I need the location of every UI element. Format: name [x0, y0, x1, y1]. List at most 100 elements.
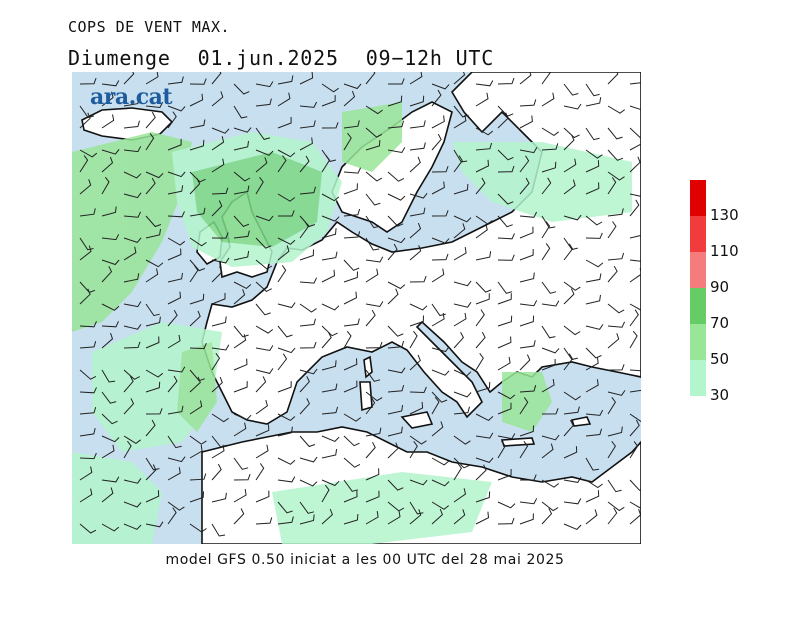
wind-barb — [541, 243, 551, 261]
wind-barb — [365, 256, 384, 263]
wind-barb — [541, 177, 552, 195]
wind-barb — [189, 265, 199, 283]
wind-barb — [629, 419, 640, 437]
wind-barb — [123, 246, 137, 261]
wind-barb — [585, 232, 603, 239]
wind-barb — [299, 155, 310, 173]
wind-barb — [79, 288, 91, 305]
wind-barb — [79, 112, 91, 129]
wind-barb — [431, 457, 450, 466]
wind-barb — [453, 369, 472, 377]
wind-barb — [431, 501, 450, 510]
wind-barb — [453, 301, 472, 308]
wind-barb — [277, 193, 296, 202]
wind-barb — [167, 375, 178, 393]
wind-barb — [563, 281, 581, 291]
wind-barb — [409, 330, 418, 349]
wind-barb — [101, 176, 110, 195]
wind-barb — [453, 72, 466, 85]
wind-barb — [519, 147, 538, 154]
wind-barb — [365, 72, 376, 85]
wind-barb — [101, 156, 114, 173]
wind-barb — [233, 474, 251, 481]
wind-barb — [145, 490, 160, 503]
gust-zone-atlantic-south — [72, 452, 162, 544]
wind-barb — [453, 463, 463, 481]
wind-barb — [101, 332, 114, 349]
wind-barb — [189, 444, 203, 459]
wind-barb — [519, 155, 530, 173]
wind-barb — [123, 369, 141, 380]
wind-barb — [563, 523, 582, 530]
wind-barb — [563, 179, 576, 195]
wind-barb — [321, 215, 340, 222]
wind-barb — [233, 140, 249, 151]
wind-barb — [585, 259, 604, 268]
wind-barb — [123, 523, 142, 530]
wind-barb — [519, 249, 534, 261]
wind-barb — [453, 488, 467, 503]
wind-barb — [453, 105, 469, 118]
wind-barb — [79, 387, 97, 394]
wind-barb — [321, 155, 331, 173]
wind-barb — [299, 501, 315, 514]
wind-barb — [211, 344, 230, 351]
wind-barb — [189, 259, 205, 272]
wind-barb — [387, 120, 404, 129]
wind-barb — [123, 273, 140, 283]
day-label: Diumenge — [68, 46, 171, 70]
wind-barb — [145, 521, 164, 528]
wind-barb — [321, 508, 333, 525]
wind-barb — [255, 157, 268, 173]
legend-label: 130 — [710, 206, 739, 224]
wind-barb — [409, 441, 418, 459]
wind-barb — [607, 221, 617, 239]
wind-barb — [475, 177, 486, 195]
wind-barb — [167, 248, 182, 261]
wind-barb — [211, 435, 227, 448]
wind-barb — [79, 341, 97, 349]
wind-barb — [497, 215, 513, 228]
wind-barb — [607, 105, 626, 114]
wind-barb — [607, 479, 622, 493]
wind-barb — [79, 155, 89, 173]
wind-barb — [409, 72, 423, 85]
wind-barb — [79, 237, 94, 251]
wind-barb — [321, 406, 339, 415]
wind-barb — [233, 105, 248, 119]
wind-barb — [453, 155, 463, 173]
wind-barb — [145, 268, 159, 283]
wind-barb — [101, 148, 120, 155]
wind-barb — [563, 353, 574, 371]
wind-barb — [233, 381, 248, 393]
wind-barb — [299, 514, 315, 525]
wind-barb — [431, 479, 450, 487]
wind-barb — [409, 222, 422, 239]
wind-barb — [343, 330, 352, 349]
wind-barb — [255, 463, 265, 481]
wind-barb — [365, 490, 380, 503]
wind-barb — [519, 211, 538, 218]
wind-gust-map — [72, 72, 641, 544]
wind-barb — [233, 489, 247, 503]
wind-barb — [189, 491, 204, 503]
wind-barb — [387, 193, 406, 201]
wind-barb — [629, 501, 641, 509]
wind-barb — [211, 200, 223, 217]
wind-barb — [211, 292, 226, 305]
wind-barb — [189, 119, 206, 129]
wind-barb — [277, 117, 292, 129]
wind-barb — [607, 171, 625, 181]
wind-barb — [211, 353, 221, 371]
wind-barb — [585, 324, 604, 330]
wind-barb — [123, 97, 140, 107]
wind-barb — [321, 269, 336, 283]
wind-barb — [167, 76, 184, 85]
wind-barb — [563, 127, 580, 139]
wind-barb — [541, 501, 559, 512]
wind-barb — [431, 133, 442, 151]
wind-barb — [409, 479, 428, 486]
legend-label: 30 — [710, 386, 730, 404]
wind-barb — [519, 385, 537, 393]
wind-barb — [321, 484, 330, 503]
